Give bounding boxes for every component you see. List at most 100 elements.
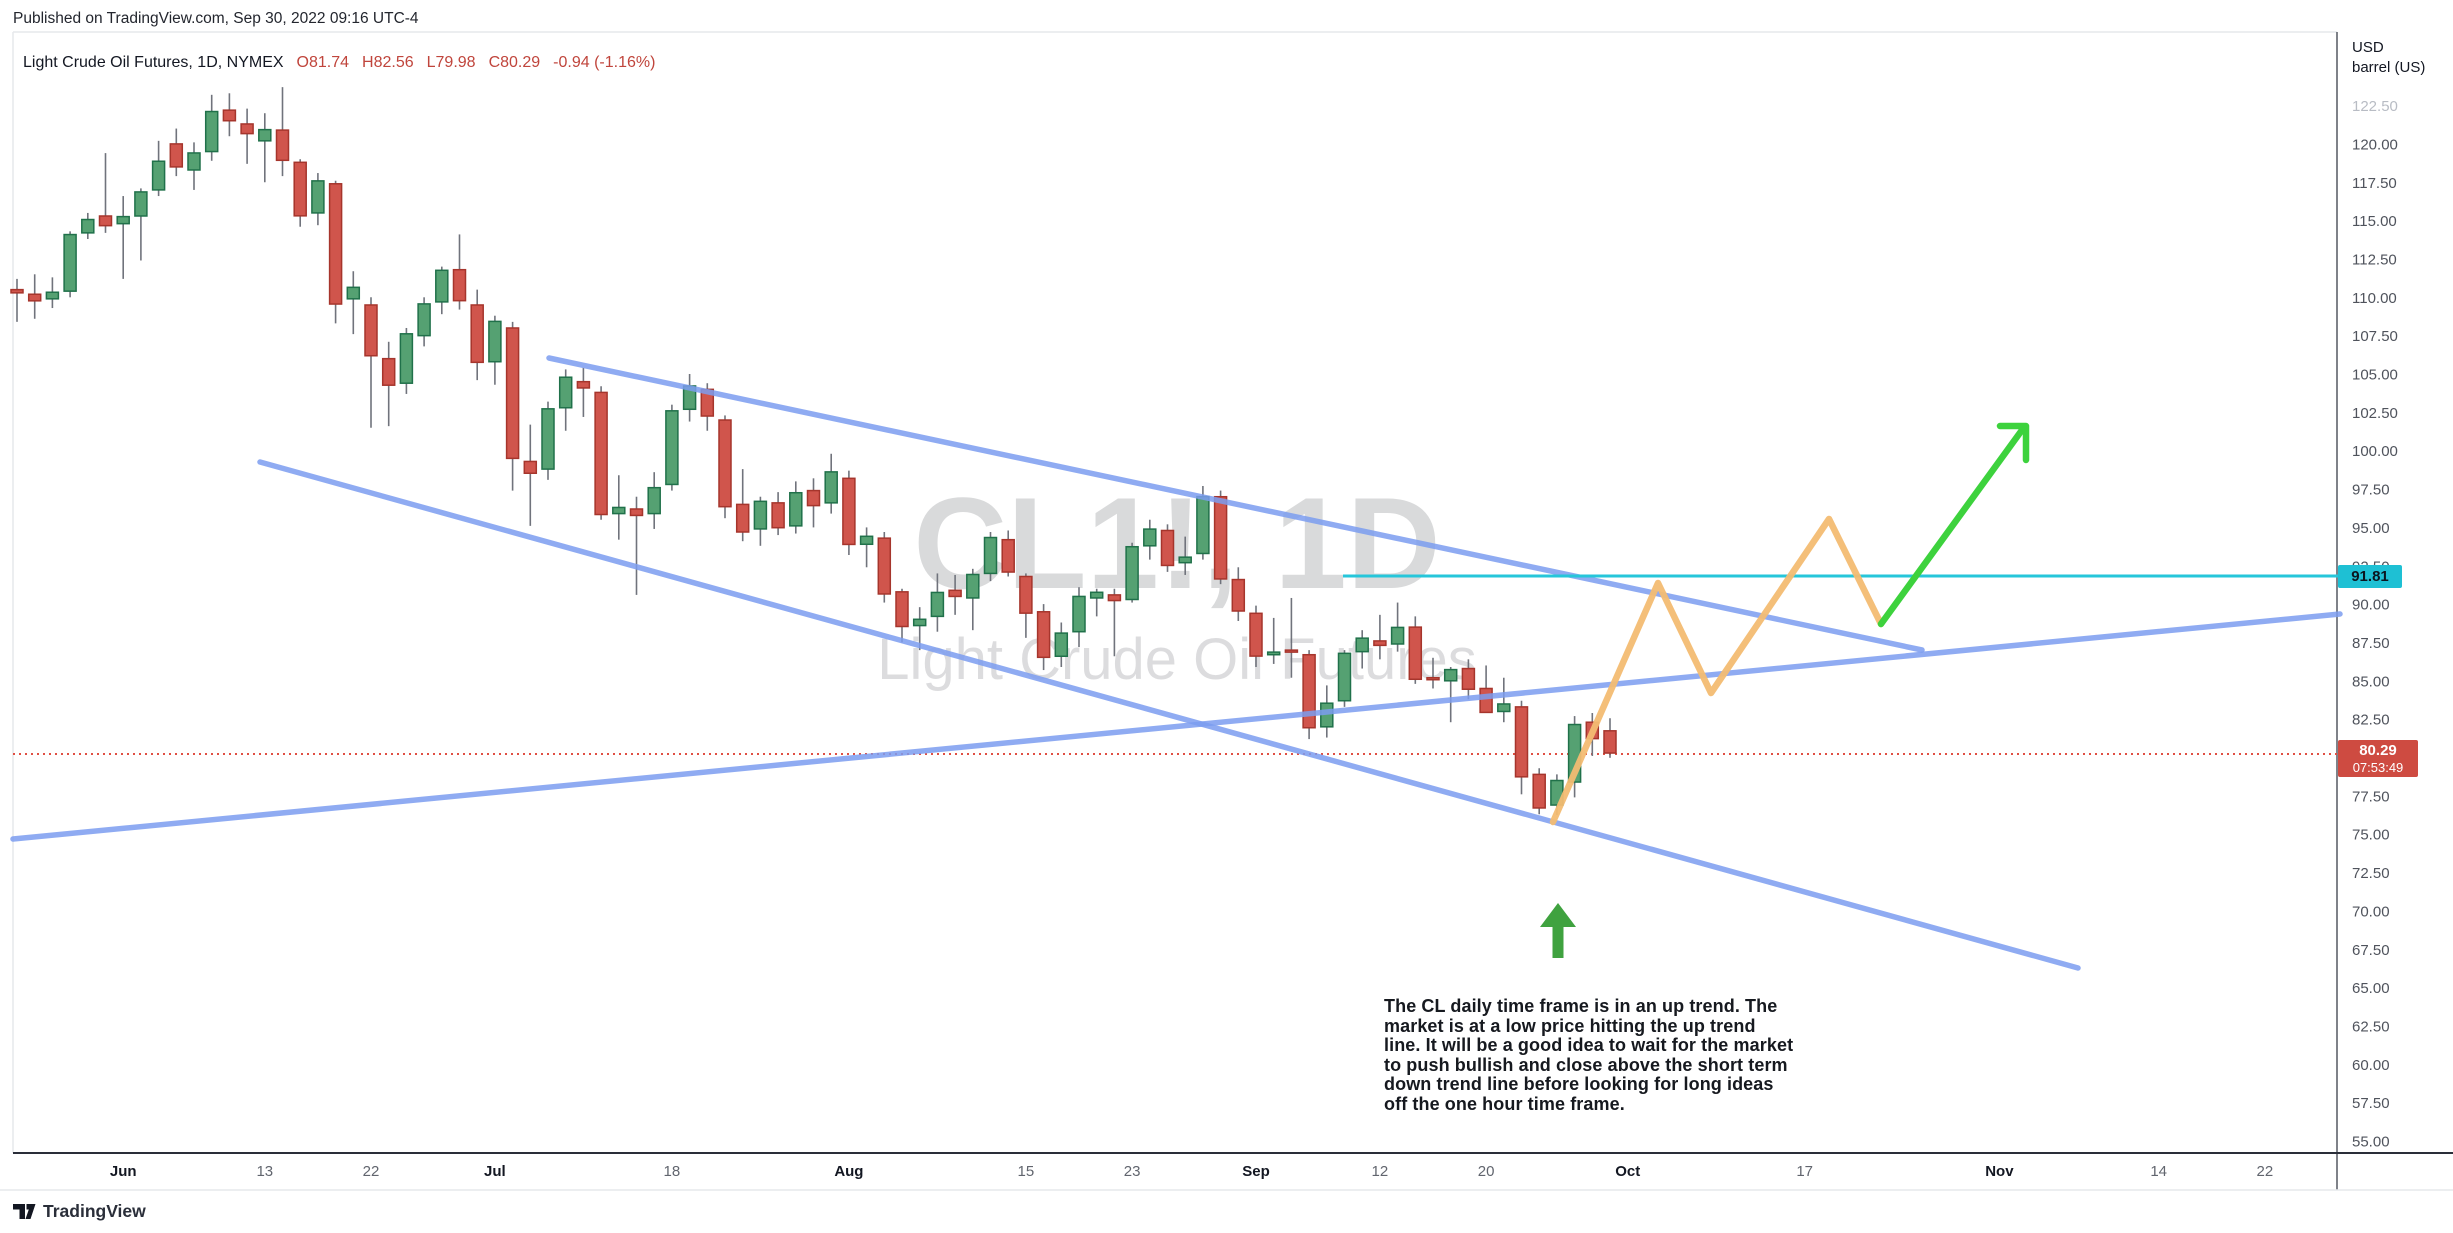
candle-jun-16 [311,180,325,214]
price-tick-label: 112.50 [2352,251,2397,268]
candle-aug-22 [1107,594,1122,602]
time-tick-label: 18 [664,1163,681,1180]
bar-countdown-timer: 07:53:49 [2352,760,2404,775]
price-tick-label: 60.00 [2352,1057,2390,1074]
price-tick-label: 77.50 [2352,788,2390,805]
candle-aug-10 [966,573,980,599]
candle-may-27 [81,218,95,234]
candle-jun-29 [452,268,467,302]
time-tick-label: Nov [1985,1163,2014,1180]
trade-idea-note: The CL daily time frame is in an up tren… [1384,996,1884,1115]
candle-aug-16 [1036,611,1051,659]
candle-jul-29 [824,471,838,504]
candle-sep-2 [1266,651,1281,656]
candle-aug-2 [859,535,874,546]
candle-jun-2 [134,191,148,217]
legend-change: -0.94 (-1.16%) [553,54,656,71]
price-tick-label: 97.50 [2352,482,2390,499]
legend-low: L79.98 [426,54,476,71]
projection-arrow-line [1877,426,2026,628]
candle-jul-18 [665,410,679,486]
candle-jun-3 [151,160,166,191]
candle-jul-11 [576,380,591,389]
candle-aug-19 [1089,591,1104,599]
candle-aug-17 [1054,632,1069,658]
time-tick-label: Jun [110,1163,137,1180]
candle-sep-9 [1337,652,1352,702]
candle-aug-24 [1143,528,1157,547]
candles-layer [10,87,1617,816]
time-tick-label: Oct [1615,1163,1640,1180]
note-line: market is at a low price hitting the up … [1384,1015,1756,1036]
short-term-down-trendline [546,355,1925,653]
candle-sep-20 [1461,667,1476,690]
candle-aug-9 [948,589,962,598]
legend-open: O81.74 [296,54,350,71]
candle-jun-10 [240,123,254,135]
candle-jun-6 [169,143,184,168]
candle-aug-3 [877,537,892,595]
candle-aug-1 [842,477,856,546]
candle-jun-15 [293,161,307,217]
tradingview-logo[interactable]: TradingView [13,1201,146,1222]
candle-jul-12 [594,391,608,516]
candle-jul-1 [488,320,502,363]
candle-sep-7 [1302,653,1316,729]
candle-jul-15 [647,486,661,515]
tradingview-logo-icon [13,1204,36,1219]
candle-jun-17 [328,183,343,305]
candle-sep-26 [1532,773,1546,809]
price-tick-label: 87.50 [2352,635,2390,652]
candle-jun-8 [204,110,219,153]
time-tick-label: 22 [2257,1163,2274,1180]
time-tick-label: Sep [1242,1163,1270,1180]
candle-jun-9 [222,109,237,122]
published-caption: Published on TradingView.com, Sep 30, 20… [13,10,419,27]
note-line: off the one hour time frame. [1384,1093,1625,1114]
candle-may-31 [98,215,113,227]
candle-jun-30 [470,304,484,364]
time-tick-label: Aug [834,1163,863,1180]
candle-aug-23 [1125,545,1139,601]
candle-jul-8 [558,376,573,409]
down-channel-lower-trendline [257,459,2081,971]
candle-sep-1 [1249,612,1263,657]
candle-sep-14 [1390,626,1405,645]
projection-arrow-head [1996,422,2030,464]
note-line: line. It will be a good idea to wait for… [1384,1035,1794,1056]
candle-jun-28 [435,269,449,303]
time-tick-label: Jul [484,1163,506,1180]
price-tick-label: 95.00 [2352,520,2390,537]
candle-jun-1 [116,215,130,225]
price-axis-labels: 122.50 120.00 117.50 115.00 112.50 110.00 107.… [2352,98,2398,1150]
candle-sep-21 [1479,687,1493,714]
candle-may-25 [45,291,60,300]
time-tick-label: 12 [1372,1163,1389,1180]
price-tick-label: 120.00 [2352,136,2398,153]
time-axis-labels: Jun 13 22 Jul 18 Aug 15 23 Sep 12 20 Oct 17 Nov 14 22 [110,1163,2273,1180]
candle-aug-26 [1178,556,1192,564]
candle-sep-13 [1373,640,1387,647]
up-arrow-marker [1540,903,1576,958]
candle-jul-21 [718,419,732,508]
candle-aug-30 [1213,495,1228,580]
candle-jun-14 [275,129,290,162]
candle-jul-7 [541,408,555,470]
price-tick-label: 85.00 [2352,673,2390,690]
time-tick-label: 13 [256,1163,273,1180]
candle-jun-7 [187,152,201,171]
note-line: down trend line before looking for long … [1384,1074,1774,1095]
candle-jul-26 [771,502,785,529]
candle-sep-6 [1284,649,1299,653]
candle-jul-28 [806,489,821,507]
axis-currency-label: USD [2352,39,2384,56]
candle-aug-8 [930,591,945,618]
time-tick-label: 23 [1124,1163,1141,1180]
candle-jun-24 [399,333,414,384]
axis-unit-block: USD barrel (US) [2352,38,2425,78]
price-tick-label: 110.00 [2352,290,2397,307]
candle-jul-14 [629,508,644,517]
candle-aug-29 [1196,495,1210,555]
candle-jun-23 [381,357,396,386]
